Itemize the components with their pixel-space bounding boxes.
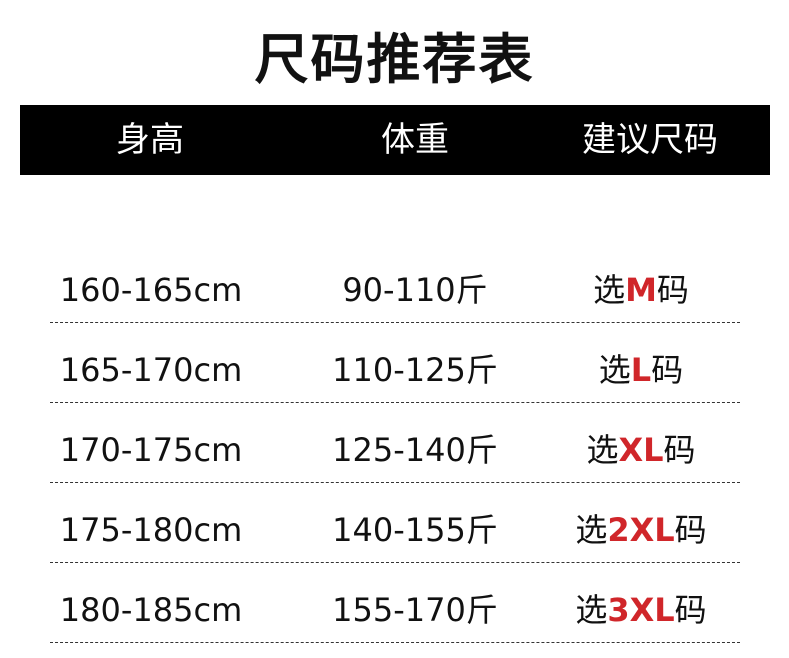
size-suffix: 码 <box>651 351 684 389</box>
page-title: 尺码推荐表 <box>254 28 535 91</box>
table-row: 180-185cm 155-170斤 选3XL码 <box>0 578 789 658</box>
size-prefix: 选 <box>598 351 631 389</box>
height-cell: 160-165cm <box>59 271 243 309</box>
height-cell: 175-180cm <box>59 511 243 549</box>
size-prefix: 选 <box>586 431 619 469</box>
height-cell: 170-175cm <box>59 431 243 469</box>
size-suffix: 码 <box>674 511 707 549</box>
size-value: L <box>630 351 652 389</box>
table-header: 身高 体重 建议尺码 <box>20 105 770 175</box>
weight-cell: 140-155斤 <box>332 511 498 549</box>
size-value: 2XL <box>607 511 675 549</box>
size-value: 3XL <box>607 591 675 629</box>
size-suffix: 码 <box>663 431 696 469</box>
size-value: XL <box>618 431 664 469</box>
height-cell: 165-170cm <box>59 351 243 389</box>
size-suffix: 码 <box>656 271 689 309</box>
size-prefix: 选 <box>593 271 626 309</box>
size-prefix: 选 <box>575 511 608 549</box>
height-cell: 180-185cm <box>59 591 243 629</box>
row-divider <box>50 482 740 483</box>
size-suffix: 码 <box>674 591 707 629</box>
header-weight: 体重 <box>381 120 449 160</box>
table-row: 175-180cm 140-155斤 选2XL码 <box>0 498 789 578</box>
size-cell: 选XL码 <box>511 418 771 482</box>
row-divider <box>50 322 740 323</box>
header-size: 建议尺码 <box>582 120 718 160</box>
weight-cell: 110-125斤 <box>332 351 498 389</box>
size-cell: 选3XL码 <box>511 578 771 642</box>
size-prefix: 选 <box>575 591 608 629</box>
table-row: 165-170cm 110-125斤 选L码 <box>0 338 789 418</box>
size-cell: 选2XL码 <box>511 498 771 562</box>
table-row: 170-175cm 125-140斤 选XL码 <box>0 418 789 498</box>
weight-cell: 125-140斤 <box>332 431 498 469</box>
row-divider <box>50 562 740 563</box>
size-cell: 选M码 <box>511 258 771 322</box>
size-cell: 选L码 <box>511 338 771 402</box>
weight-cell: 155-170斤 <box>332 591 498 629</box>
header-height: 身高 <box>116 120 184 160</box>
row-divider <box>50 642 740 643</box>
weight-cell: 90-110斤 <box>342 271 488 309</box>
table-row: 160-165cm 90-110斤 选M码 <box>0 258 789 338</box>
row-divider <box>50 402 740 403</box>
size-value: M <box>625 271 657 309</box>
